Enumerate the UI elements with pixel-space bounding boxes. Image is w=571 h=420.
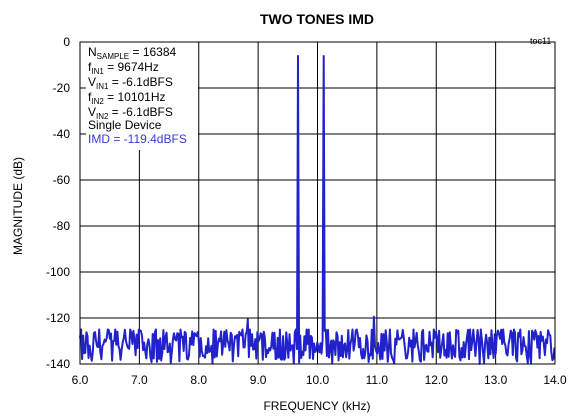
- x-axis-label: FREQUENCY (kHz): [263, 399, 370, 413]
- y-tick-label: 0: [63, 35, 70, 49]
- chart-tag: toc11: [530, 36, 551, 46]
- annotation-device: Single Device: [88, 118, 162, 132]
- x-tick-label: 8.0: [190, 373, 207, 387]
- y-tick-label: -60: [53, 173, 71, 187]
- grid: [80, 42, 555, 364]
- x-tick-labels: 6.0 7.0 8.0 9.0 10.0 11.0 12.0 13.0 14.0: [72, 373, 567, 387]
- y-axis-label: MAGNITUDE (dB): [11, 157, 25, 255]
- annotation-vin1: VIN1 = -6.1dBFS: [88, 75, 173, 91]
- annotation-vin2: VIN2 = -6.1dBFS: [88, 105, 173, 121]
- x-tick-label: 12.0: [425, 373, 449, 387]
- spectrum-line: [79, 55, 556, 365]
- y-tick-label: -20: [53, 81, 71, 95]
- chart-title: TWO TONES IMD: [260, 11, 374, 27]
- y-tick-labels: 0 -20 -40 -60 -80 -100 -120 -140: [46, 35, 70, 371]
- x-tick-label: 10.0: [306, 373, 330, 387]
- y-tick-label: -120: [46, 311, 70, 325]
- annotation-fin2: fIN2 = 10101Hz: [88, 90, 166, 106]
- x-tick-label: 13.0: [484, 373, 508, 387]
- x-tick-label: 14.0: [543, 373, 567, 387]
- annotation-box: [86, 40, 198, 150]
- x-tick-label: 7.0: [131, 373, 148, 387]
- y-tick-label: -140: [46, 357, 70, 371]
- x-tick-label: 11.0: [366, 373, 389, 387]
- annotation-imd: IMD = -119.4dBFS: [88, 132, 187, 146]
- plot-frame: [79, 41, 556, 365]
- annotation-fin1: fIN1 = 9674Hz: [88, 60, 159, 76]
- x-tick-label: 6.0: [72, 373, 89, 387]
- y-tick-label: -80: [53, 219, 71, 233]
- y-tick-label: -40: [53, 127, 71, 141]
- annotation-nsample: NSAMPLE = 16384: [88, 45, 177, 61]
- x-tick-label: 9.0: [250, 373, 267, 387]
- y-tick-label: -100: [46, 265, 70, 279]
